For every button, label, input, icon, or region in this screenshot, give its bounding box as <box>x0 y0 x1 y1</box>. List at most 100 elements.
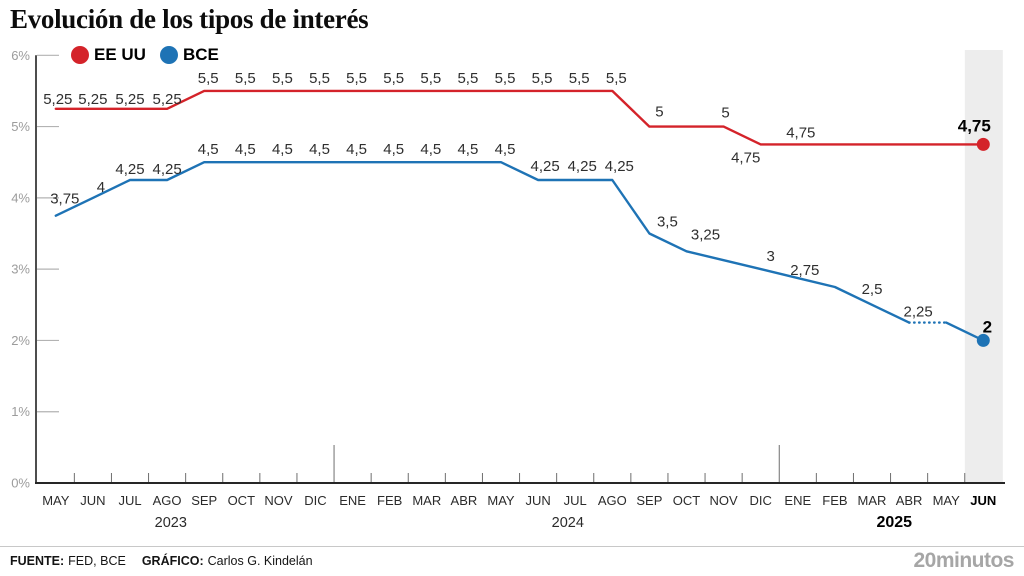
point-label: 4,25 <box>530 158 559 175</box>
point-label: 3,75 <box>50 191 79 208</box>
point-label: 5 <box>655 104 663 121</box>
x-axis-month-label: MAR <box>412 493 441 508</box>
x-axis-month-label: OCT <box>228 493 256 508</box>
x-axis-month-label: OCT <box>673 493 701 508</box>
point-label: 4,5 <box>383 141 404 158</box>
credits: FUENTE: FED, BCE GRÁFICO: Carlos G. Kindelá… <box>10 554 313 568</box>
point-label: 3 <box>767 248 775 265</box>
legend-dot-bce-icon <box>159 46 178 64</box>
point-label: 5,25 <box>43 91 72 108</box>
x-axis-month-label: DIC <box>750 493 772 508</box>
x-axis-month-label: SEP <box>636 493 662 508</box>
point-label: 4,75 <box>958 116 991 135</box>
point-label: 4,5 <box>346 141 367 158</box>
point-label: 5 <box>721 105 729 122</box>
legend-item-eeuu: EE UU <box>71 45 146 65</box>
point-label: 5,5 <box>383 70 404 87</box>
footer: FUENTE: FED, BCE GRÁFICO: Carlos G. Kindelá… <box>10 548 1014 574</box>
x-axis-month-label: JUN <box>80 493 105 508</box>
y-axis-label: 0% <box>11 476 30 491</box>
point-label: 5,5 <box>198 70 219 87</box>
point-label: 4,5 <box>420 141 441 158</box>
point-label: 5,5 <box>532 70 553 87</box>
x-axis-year-label: 2025 <box>876 514 912 531</box>
x-axis-month-label: DIC <box>304 493 326 508</box>
series-line-bce <box>54 161 911 324</box>
x-axis-year-label: 2023 <box>155 515 187 531</box>
point-label: 5,5 <box>569 70 590 87</box>
source-label: FUENTE: <box>10 554 65 568</box>
point-label: 5,5 <box>457 70 478 87</box>
x-axis-month-label: NOV <box>264 493 293 508</box>
point-label: 3,25 <box>691 226 720 243</box>
point-label: 2,25 <box>903 304 932 321</box>
point-label: 5,5 <box>606 70 627 87</box>
credit-value: Carlos G. Kindelán <box>207 554 313 568</box>
footer-divider <box>0 546 1024 547</box>
x-axis-month-label: JUN <box>970 493 996 508</box>
point-label: 5,5 <box>420 70 441 87</box>
point-label: 4,5 <box>309 141 330 158</box>
point-label: 5,5 <box>235 70 256 87</box>
point-label: 4,25 <box>605 158 634 175</box>
y-axis-label: 2% <box>11 333 30 348</box>
point-label: 2 <box>983 317 992 336</box>
x-axis-month-label: MAY <box>42 493 70 508</box>
legend-dot-eeuu-icon <box>71 46 89 64</box>
x-axis-month-label: JUL <box>564 493 587 508</box>
y-axis-label: 6% <box>11 48 30 63</box>
point-label: 4,75 <box>786 124 815 141</box>
point-label: 5,5 <box>495 70 516 87</box>
x-axis-year-label: 2024 <box>552 515 584 531</box>
y-axis-label: 4% <box>11 190 30 205</box>
point-label: 4,5 <box>198 141 219 158</box>
point-label: 5,25 <box>78 91 107 108</box>
x-axis-month-label: MAY <box>933 493 961 508</box>
point-label: 4,25 <box>115 161 144 178</box>
y-axis-label: 5% <box>11 119 30 134</box>
point-label: 5,25 <box>115 91 144 108</box>
x-axis-month-label: AGO <box>598 493 627 508</box>
point-label: 4,5 <box>235 141 256 158</box>
point-label: 4 <box>97 179 105 196</box>
point-label: 5,25 <box>152 91 181 108</box>
x-axis-month-label: ABR <box>896 493 923 508</box>
series-line-eeuu <box>54 89 985 146</box>
point-label: 4,5 <box>457 141 478 158</box>
point-label: 5,5 <box>346 70 367 87</box>
point-label: 2,5 <box>862 281 883 298</box>
x-axis-month-label: AGO <box>153 493 182 508</box>
point-label: 4,75 <box>731 149 760 166</box>
x-axis-month-label: FEB <box>822 493 847 508</box>
y-axis-label: 1% <box>11 404 30 419</box>
end-point-bce <box>976 333 990 347</box>
point-label: 4,5 <box>495 141 516 158</box>
point-label: 5,5 <box>309 70 330 87</box>
brand-logo: 20minutos <box>913 549 1014 572</box>
point-label: 3,5 <box>657 214 678 231</box>
credit-label: GRÁFICO: <box>141 554 204 568</box>
legend-label-bce: BCE <box>182 45 219 64</box>
x-axis-month-label: JUN <box>525 493 550 508</box>
legend-item-bce: BCE <box>159 45 219 65</box>
x-axis-month-label: FEB <box>377 493 402 508</box>
point-label: 4,5 <box>272 141 293 158</box>
legend-label-eeuu: EE UU <box>94 45 146 64</box>
x-axis-month-label: MAY <box>487 493 515 508</box>
x-axis-month-label: SEP <box>191 493 217 508</box>
point-label: 4,25 <box>568 158 597 175</box>
interest-rates-line-chart: 0% 1% 2% 3% 4% 5% 6% 5,25 5,25 5,25 5,25 5,5 5,5 5,5 5… <box>11 48 1005 531</box>
x-axis-month-label: ENE <box>784 493 811 508</box>
x-axis-month-label: ENE <box>339 493 366 508</box>
x-axis-month-label: JUL <box>118 493 141 508</box>
current-month-highlight <box>964 50 1003 483</box>
chart-title: Evolución de los tipos de interés <box>10 4 369 34</box>
point-label: 4,25 <box>152 161 181 178</box>
series-line-bce <box>945 321 985 342</box>
end-point-eeuu <box>976 137 990 151</box>
y-axis-label: 3% <box>11 262 30 277</box>
x-axis-month-label: NOV <box>710 493 739 508</box>
source-value: FED, BCE <box>68 554 126 568</box>
x-axis-month-label: MAR <box>858 493 887 508</box>
